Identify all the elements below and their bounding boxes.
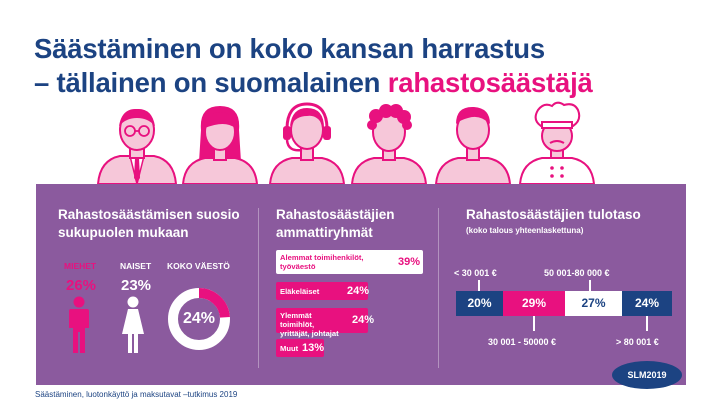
gender-label-women: NAISET [120,261,152,271]
gender-section-title: Rahastosäästämisen suosio sukupuolen muk… [58,207,240,240]
occupation-label: Ylemmät toimihlöt, yrittäjät, johtajat [280,311,339,338]
income-label-1: < 30 001 € [454,268,497,278]
occupation-bar [276,339,324,357]
income-segment: 29% [503,291,565,316]
male-icon [69,296,89,353]
divider-2 [438,208,439,368]
occupation-row: Muut 13% [276,339,324,357]
income-segment: 24% [622,291,672,316]
donut-arc [198,288,230,319]
occupation-pct: 24% [347,285,370,297]
gender-pct-women: 23% [121,277,152,294]
occupation-pct: 13% [302,342,325,354]
headset-operator-icon [268,102,346,184]
stats-panel: Rahastosäästämisen suosio sukupuolen muk… [36,184,686,385]
occupation-pct: 24% [352,314,375,326]
gender-label-men: MIEHET [64,261,97,271]
people-illustrations [0,100,720,184]
title-line-2: – tällainen on suomalainen rahastosäästä… [34,66,593,100]
chef-icon [518,101,596,184]
title-line-1: Säästäminen on koko kansan harrastus [34,33,545,64]
occupation-bar [276,308,368,333]
female-icon [122,296,144,353]
businessman-icon [96,108,178,184]
occupation-pct: 39% [398,256,421,268]
woman-icon [181,106,259,184]
income-tick-3 [589,280,591,291]
occupation-label: Alemmat toimihenkilöt, työväestö [280,253,364,271]
gender-pct-total: 24% [182,310,216,327]
income-tick-4 [646,316,648,331]
occupation-label: Muut [280,344,299,353]
man-icon [434,106,512,184]
slm-badge: SLM2019 [612,361,682,389]
income-tick-2 [533,316,535,331]
income-section-title: Rahastosäästäjien tulotaso [466,207,641,222]
gender-label-total: KOKO VÄESTÖ [167,261,230,271]
occupation-row: Ylemmät toimihlöt, yrittäjät, johtajat 2… [276,308,374,338]
occupation-row: Alemmat toimihenkilöt, työväestö 39% [276,250,423,274]
gender-pct-men: 26% [66,277,97,294]
footer-source: Säästäminen, luotonkäyttö ja maksutavat … [35,390,238,399]
occupation-section-title: Rahastosäästäjien ammattiryhmät [276,207,395,240]
page-title: Säästäminen on koko kansan harrastus – t… [34,32,593,100]
income-segment: 20% [456,291,503,316]
occupation-label: Eläkeläiset [280,287,320,296]
donut-icon [168,288,230,350]
title-line-2-prefix: – tällainen on suomalainen [34,67,388,98]
occupation-bar [276,250,423,274]
income-segment: 27% [565,291,622,316]
income-section-subtitle: (koko talous yhteenlaskettuna) [466,226,584,235]
occupation-bar [276,282,368,300]
income-label-2: 30 001 - 50000 € [488,337,557,347]
income-label-4: > 80 001 € [616,337,659,347]
occupation-row: Eläkeläiset 24% [276,282,370,300]
title-line-2-accent: rahastosäästäjä [387,67,593,98]
divider-1 [258,208,259,368]
income-label-3: 50 001-80 000 € [544,268,610,278]
income-tick-1 [478,280,480,291]
curly-hair-person-icon [350,104,428,184]
